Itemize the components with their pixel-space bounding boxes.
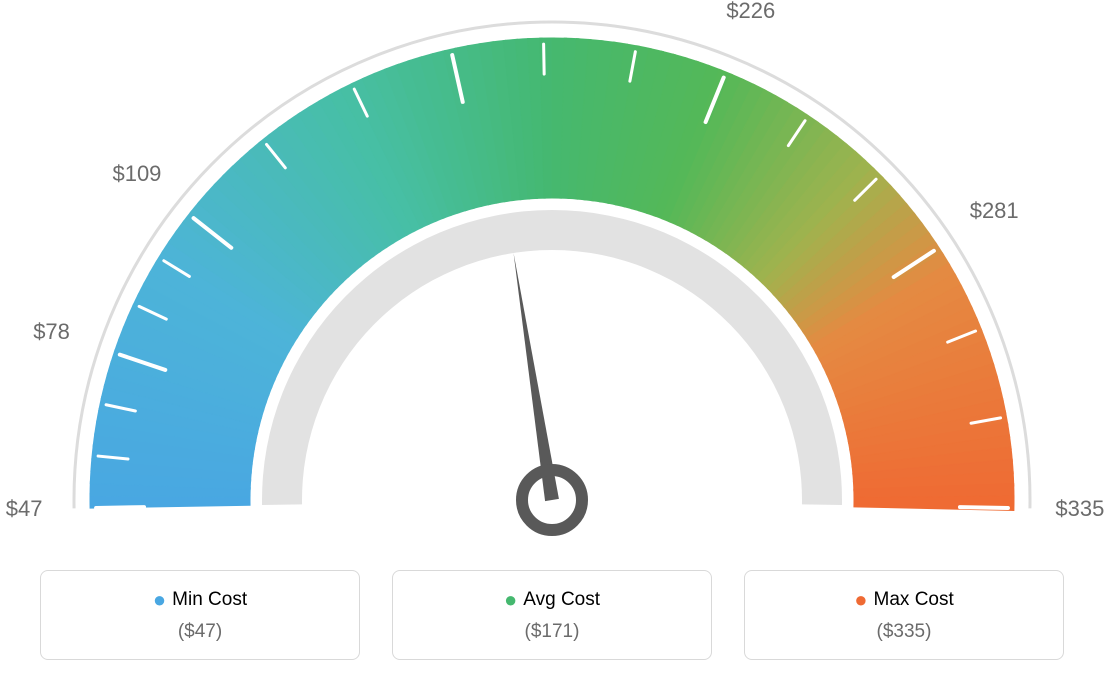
gauge-tick-label: $281	[970, 198, 1019, 224]
gauge-tick-label: $226	[726, 0, 775, 24]
legend-value-max: ($335)	[755, 621, 1053, 643]
gauge-chart: $47$78$109$171$226$281$335	[0, 0, 1104, 560]
legend-row: ● Min Cost ($47) ● Avg Cost ($171) ● Max Co…	[0, 570, 1104, 660]
legend-card-max: ● Max Cost ($335)	[744, 570, 1064, 660]
legend-title-text: Max Cost	[874, 589, 954, 610]
legend-title-min: ● Min Cost	[51, 589, 349, 611]
legend-value-avg: ($171)	[403, 621, 701, 643]
legend-card-avg: ● Avg Cost ($171)	[392, 570, 712, 660]
dot-icon: ●	[153, 587, 166, 612]
legend-title-avg: ● Avg Cost	[403, 589, 701, 611]
legend-card-min: ● Min Cost ($47)	[40, 570, 360, 660]
legend-title-text: Min Cost	[172, 589, 247, 610]
gauge-tick-label: $47	[6, 496, 43, 522]
dot-icon: ●	[504, 587, 517, 612]
gauge-svg	[0, 0, 1104, 560]
gauge-tick-label: $109	[112, 161, 161, 187]
gauge-tick-label: $78	[33, 319, 70, 345]
dot-icon: ●	[854, 587, 867, 612]
legend-title-max: ● Max Cost	[755, 589, 1053, 611]
legend-value-min: ($47)	[51, 621, 349, 643]
gauge-tick-label: $335	[1055, 496, 1104, 522]
legend-title-text: Avg Cost	[523, 589, 600, 610]
